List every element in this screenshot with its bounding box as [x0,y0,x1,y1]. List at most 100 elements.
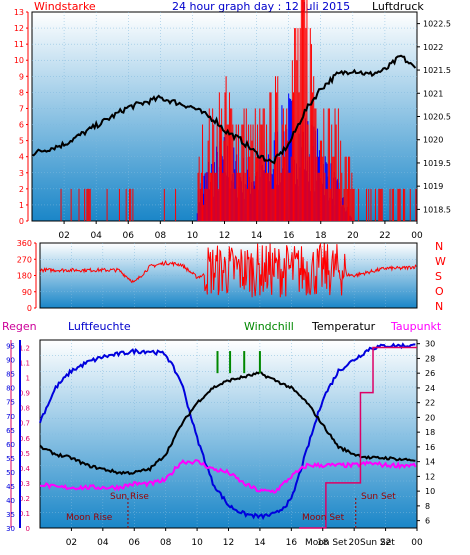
humidity-tick-label: 45 [6,483,15,491]
panel2-grid [40,243,417,308]
panel1-x-tick-label: 00 [411,231,423,241]
rain-tick-label: 0.9 [19,390,30,398]
direction-label: N [435,240,443,253]
humidity-tick-label: 80 [6,385,15,393]
panel1-series [32,0,417,221]
dewpoint-line [39,459,417,494]
direction-label: N [435,300,443,313]
direction-label: W [435,255,446,268]
humidity-tick-label: 50 [6,469,15,477]
temp-tick-label: 22 [425,399,435,408]
humidity-tick-label: 75 [6,399,15,407]
rain-tick-label: 1 [26,375,30,383]
humidity-tick-label: 55 [6,455,15,463]
humidity-tick-label: 35 [6,511,15,519]
panel2-left-tick-label: 90 [22,288,32,297]
temp-tick-label: 18 [425,428,435,437]
windchill-label: Windchill [244,320,294,333]
panel1-right-tick-label: 1021 [423,89,443,98]
panel1-x-tick-label: 18 [315,231,327,241]
panel1-left-tick-label: 8 [19,88,24,97]
temp-tick-label: 26 [425,369,435,378]
panel3-x-tick-label: 08 [160,538,172,548]
temp-tick-label: 16 [425,443,435,452]
rain-tick-label: 0 [26,525,30,533]
chart-title: 24 hour graph day : 12 Juli 2015 [172,0,350,13]
rain-tick-label: 0.3 [19,480,30,488]
temperature-label: Temperatur [311,320,376,333]
panel1-right-tick-label: 1019.5 [423,159,451,168]
rain-tick-label: 0.2 [19,495,30,503]
humidity-tick-label: 60 [6,441,15,449]
panel3-x-tick-label: 16 [286,538,298,548]
panel3-series [39,342,417,529]
panel1-right-tick-label: 1020 [423,136,443,145]
panel1-right-tick-label: 1018.5 [423,205,451,214]
panel1-left-tick-label: 3 [19,169,24,178]
panel3-x-tick-label: 02 [66,538,77,548]
panel1-right-tick-label: 1022 [423,43,443,52]
x-moon-set-annotation: Moon Set [305,538,348,548]
temp-tick-label: 24 [425,384,435,393]
wind-direction-line [39,242,417,298]
panel1-x-tick-label: 10 [187,231,199,241]
rain-tick-label: 1.2 [19,345,30,353]
panel1-x-tick-label: 06 [123,231,135,241]
moon-rise-annotation: Moon Rise [66,513,113,523]
panel1-left-tick-label: 10 [14,56,24,65]
rain-tick-label: 0.1 [19,510,30,518]
panel3-x-tick-label: 10 [191,538,203,548]
temperature-line [39,370,416,476]
temp-tick-label: 20 [425,413,435,422]
panel3-axes: 0 0.1 0.2 0.3 0.4 0.5 0.6 0.7 0.8 0.9 1 1.1 1.2 30 35 4… [6,340,435,533]
panel1-left-tick-label: 11 [14,40,24,49]
panel3-annotations: Sun Rise Moon Rise Moon Set Sun Set Moon… [66,492,396,548]
panel1-left-tick-label: 13 [14,8,24,17]
panel1-right-tick-label: 1019 [423,182,443,191]
panel1-left-tick-label: 6 [19,121,24,130]
panel1-right-tick-label: 1020.5 [423,113,451,122]
temp-tick-label: 10 [425,487,435,496]
humidity-tick-label: 70 [6,413,15,421]
temp-tick-label: 8 [425,502,430,511]
panel3-x-tick-label: 06 [129,538,141,548]
panel1-right-axis: 1018.5 1019 1019.5 1020 1020.5 1021 1021.5 1022… [417,20,451,214]
panel3-x-tick-label: 12 [223,538,234,548]
moon-set-annotation: Moon Set [302,513,345,523]
temp-tick-label: 28 [425,354,435,363]
panel1-x-tick-label: 16 [283,231,295,241]
panel1-x-tick-label: 22 [379,231,390,241]
panel1-left-tick-label: 7 [19,104,24,113]
panel1-left-tick-label: 5 [19,137,24,146]
humidity-line [39,342,416,521]
panel1-right-label: Luftdruck [372,0,424,13]
panel1-left-tick-label: 1 [19,201,24,210]
panel2-left-tick-label: 360 [17,239,32,248]
rain-label: Regen [2,320,37,333]
humidity-tick-label: 90 [6,357,15,365]
panel3-x-tick-label: 00 [411,538,423,548]
panel2-left-tick-label: 180 [17,272,32,281]
rain-tick-label: 0.4 [19,465,31,473]
dewpoint-label: Taupunkt [390,320,442,333]
rain-tick-label: 1.1 [19,360,30,368]
panel2-series [39,242,417,298]
rain-tick-label: 0.7 [19,420,30,428]
humidity-tick-label: 30 [6,525,15,533]
rain-line [299,346,417,529]
panel1-left-tick-label: 4 [19,153,24,162]
humidity-tick-label: 40 [6,497,15,505]
panel3-x-tick-label: 04 [97,538,109,548]
panel1-left-tick-label: 9 [19,72,24,81]
rain-tick-label: 0.6 [19,435,31,443]
panel1-left-label: Windstarke [34,0,96,13]
humidity-tick-label: 65 [6,427,15,435]
panel1-x-tick-label: 12 [219,231,230,241]
x-axis-panel1: 02 04 06 08 10 12 14 16 18 20 22 00 [58,221,423,241]
x-sun-set-annotation: Sun Set [360,538,395,548]
panel1-left-tick-label: 0 [19,217,24,226]
humidity-tick-label: 85 [6,371,15,379]
direction-label: O [435,285,444,298]
